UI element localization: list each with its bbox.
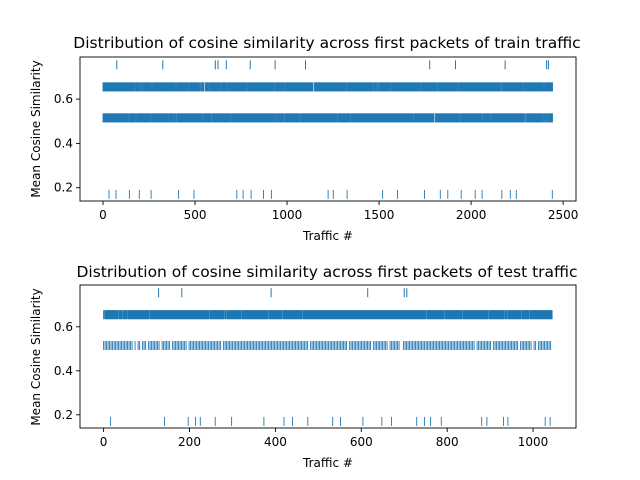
train-x-ticks: 0 500 1000 1500 2000 2500 [99,201,578,222]
train-x-tick-label: 1500 [364,208,395,222]
test-x-axis-label: Traffic # [302,456,353,470]
test-x-tick-label: 0 [100,435,108,449]
train-x-axis-label: Traffic # [302,229,353,243]
test-subplot: Distribution of cosine similarity across… [29,263,578,470]
test-y-tick-label: 0.4 [54,364,73,378]
train-chart-title: Distribution of cosine similarity across… [73,34,580,52]
test-x-tick-label: 400 [264,435,287,449]
test-y-tick-label: 0.6 [54,320,73,334]
train-x-tick-label: 2000 [456,208,487,222]
test-x-ticks: 0 200 400 600 800 1000 [100,428,549,449]
test-y-tick-label: 0.2 [54,408,73,422]
train-x-tick-label: 0 [99,208,107,222]
train-x-tick-label: 2500 [548,208,579,222]
train-y-tick-label: 0.4 [54,136,73,150]
test-points [103,288,553,426]
train-x-tick-label: 500 [184,208,207,222]
train-subplot: Distribution of cosine similarity across… [29,34,581,243]
train-y-ticks: 0.2 0.4 0.6 [54,92,80,195]
train-y-axis-label: Mean Cosine Similarity [29,60,43,197]
test-x-tick-label: 600 [350,435,373,449]
train-points [102,60,553,199]
train-axes-frame [79,56,577,202]
train-y-tick-label: 0.2 [54,181,73,195]
train-x-tick-label: 1000 [272,208,303,222]
test-x-tick-label: 200 [178,435,201,449]
test-chart-title: Distribution of cosine similarity across… [76,263,577,281]
train-y-tick-label: 0.6 [54,92,73,106]
test-axes-frame [79,284,577,429]
test-y-axis-label: Mean Cosine Similarity [29,288,43,425]
test-y-ticks: 0.2 0.4 0.6 [54,320,80,422]
test-x-tick-label: 1000 [518,435,549,449]
test-x-tick-label: 800 [436,435,459,449]
